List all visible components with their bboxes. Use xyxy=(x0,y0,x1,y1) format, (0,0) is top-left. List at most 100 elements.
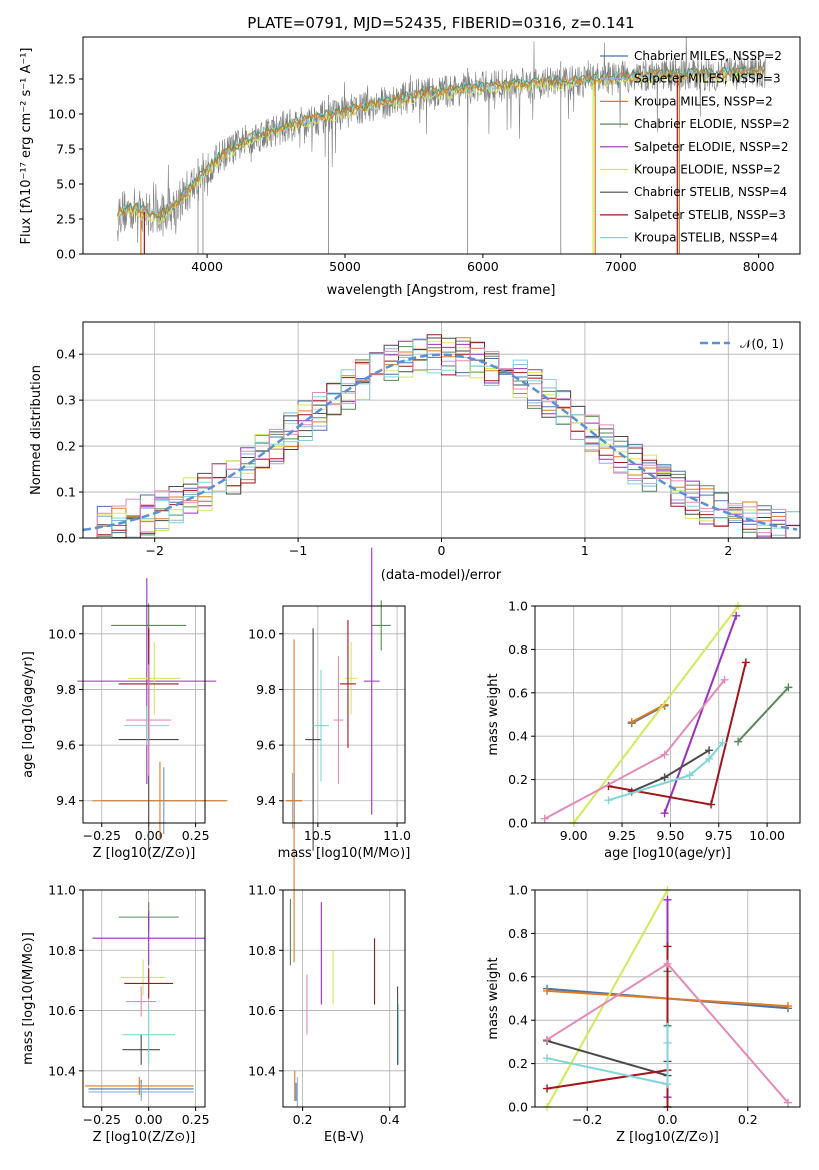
residuals-xtick-label: −1 xyxy=(289,543,307,558)
mass_vs_Z-xtick-label: 0.25 xyxy=(182,1112,210,1127)
mass-weight-line xyxy=(737,686,790,743)
residuals-xtick-label: 1 xyxy=(581,543,589,558)
mass-weight-marker xyxy=(660,809,669,818)
age_vs_mass-ytick-label: 10.0 xyxy=(248,626,276,641)
mass-weight-marker xyxy=(663,1080,672,1089)
mass-weight-marker xyxy=(660,773,669,782)
massweight_vs_age-xtick-label: 10.00 xyxy=(749,828,785,843)
massweight_vs_age-ytick-label: 0.8 xyxy=(508,642,528,657)
legend-label: Kroupa MILES, NSSP=2 xyxy=(634,94,773,108)
mass-weight-marker xyxy=(543,1084,552,1093)
spectrum-xtick-label: 6000 xyxy=(467,259,499,274)
massweight_vs_Z-ylabel: mass weight xyxy=(486,957,501,1039)
mass_vs_ebv-ytick-label: 11.0 xyxy=(248,883,276,898)
mass-weight-marker xyxy=(663,959,672,968)
spectrum-xtick-label: 7000 xyxy=(605,259,637,274)
mass-weight-marker xyxy=(543,1054,552,1063)
massweight_vs_age-ytick-label: 0.4 xyxy=(508,729,528,744)
mass_vs_Z-ytick-label: 10.4 xyxy=(48,1063,76,1078)
mass_vs_Z-ytick-label: 11.0 xyxy=(48,883,76,898)
spectrum-ytick-label: 2.5 xyxy=(56,212,76,227)
spectrum-ytick-label: 12.5 xyxy=(48,72,76,87)
mass_vs_ebv-ytick-label: 10.4 xyxy=(248,1063,276,1078)
age_vs_mass-xlabel: mass [log10(M/M⊙)] xyxy=(278,846,411,861)
massweight_vs_Z-xlabel: Z [log10(Z/Z⊙)] xyxy=(616,1130,719,1145)
normal-curve xyxy=(82,353,798,532)
mass_vs_Z-frame xyxy=(82,889,206,1108)
mass-weight-line xyxy=(546,889,669,1108)
plot-layer: 4000 5000 6000 7000 80000.02.55.07.510.012.5… xyxy=(19,36,801,1146)
mass_vs_ebv-ytick-label: 10.6 xyxy=(248,1003,276,1018)
residual-histogram xyxy=(83,334,800,539)
massweight_vs_age-xtick-label: 9.00 xyxy=(560,828,588,843)
spectrum-ytick-label: 0.0 xyxy=(56,247,76,262)
legend-label: Salpeter MILES, NSSP=3 xyxy=(634,72,781,86)
mass-weight-line xyxy=(663,615,738,814)
massweight_vs_age-xtick-label: 9.50 xyxy=(656,828,684,843)
age_vs_Z-xtick-label: −0.25 xyxy=(83,828,121,843)
mass-weight-line xyxy=(546,1026,669,1086)
massweight_vs_Z-ytick-label: 1.0 xyxy=(508,883,528,898)
legend-label: Chabrier ELODIE, NSSP=2 xyxy=(634,117,790,131)
mass_vs_Z-ylabel: mass [log10(M/M⊙)] xyxy=(21,932,36,1065)
spectrum-plot-area xyxy=(117,37,766,254)
residuals-ytick-label: 0.4 xyxy=(56,347,76,362)
age_vs_mass-ytick-label: 9.6 xyxy=(256,738,276,753)
legend-label: Kroupa STELIB, NSSP=4 xyxy=(634,231,778,245)
mass-weight-line xyxy=(544,679,726,820)
massweight_vs_age-panel: 9.00 9.25 9.50 9.75 10.00 0.0 0.2 0.4 0.6 0.8 1.0 a… xyxy=(486,599,801,861)
model-spectrum-line xyxy=(117,65,765,221)
mass-weight-marker xyxy=(540,814,549,823)
spectrum-ytick-label: 10.0 xyxy=(48,107,76,122)
mass-weight-marker xyxy=(705,746,714,755)
massweight_vs_Z-ytick-label: 0.8 xyxy=(508,926,528,941)
age_vs_mass-ytick-label: 9.4 xyxy=(256,793,276,808)
model-spectrum-line xyxy=(117,66,765,220)
residuals-ytick-label: 0.0 xyxy=(56,531,76,546)
mass-weight-marker xyxy=(720,675,729,684)
mass-weight-line xyxy=(631,703,666,723)
mass_vs_ebv-panel: 0.2 0.4 10.4 10.6 10.8 11.0 E(B-V) xyxy=(248,883,406,1145)
figure-title: PLATE=0791, MJD=52435, FIBERID=0316, z=0… xyxy=(247,14,634,32)
legend-label: Kroupa ELODIE, NSSP=2 xyxy=(634,163,781,177)
mass-weight-marker xyxy=(543,986,552,995)
massweight_vs_Z-frame xyxy=(534,889,801,1108)
massweight_vs_Z-panel: −0.2 0.0 0.2 0.0 0.2 0.4 0.6 0.8 1.0 Z [log10(Z/Z… xyxy=(486,883,801,1145)
legend-label: Chabrier MILES, NSSP=2 xyxy=(634,49,782,63)
spectrum-panel: 4000 5000 6000 7000 8000 0.0 2.5 5.0 7.5 10.0 12.5… xyxy=(19,36,801,298)
massweight_vs_Z-ytick-label: 0.0 xyxy=(508,1100,528,1115)
massweight_vs_age-xlabel: age [log10(age/yr)] xyxy=(604,846,731,861)
mass_vs_Z-xlabel: Z [log10(Z/Z⊙)] xyxy=(93,1130,196,1145)
mass-weight-marker xyxy=(734,737,743,746)
residuals-xtick-label: 2 xyxy=(724,543,732,558)
age_vs_Z-ytick-label: 9.8 xyxy=(56,682,76,697)
mass-weight-marker xyxy=(660,750,669,759)
massweight_vs_Z-xtick-label: 0.2 xyxy=(738,1112,758,1127)
mass-weight-line xyxy=(608,742,724,802)
mass-weight-marker xyxy=(663,942,672,951)
residuals-xtick-label: −2 xyxy=(145,543,163,558)
mass_vs_Z-ytick-label: 10.6 xyxy=(48,1003,76,1018)
massweight_vs_age-ytick-label: 0.2 xyxy=(508,772,528,787)
age_vs_Z-ytick-label: 10.0 xyxy=(48,626,76,641)
mass_vs_ebv-xlabel: E(B-V) xyxy=(324,1130,364,1145)
massweight_vs_Z-xtick-label: 0.0 xyxy=(658,1112,678,1127)
age_vs_Z-ytick-label: 9.6 xyxy=(56,738,76,753)
massweight_vs_Z-ytick-label: 0.4 xyxy=(508,1013,528,1028)
massweight_vs_Z-ytick-label: 0.2 xyxy=(508,1056,528,1071)
mass-weight-marker xyxy=(784,683,793,692)
mass_vs_ebv-frame xyxy=(282,889,406,1108)
mass-weight-marker xyxy=(663,895,672,904)
age_vs_Z-ylabel: age [log10(age/yr)] xyxy=(21,651,36,778)
legend-label: Chabrier STELIB, NSSP=4 xyxy=(634,185,787,199)
legend-label: 𝒩(0, 1) xyxy=(740,337,784,351)
spectrum-xtick-label: 5000 xyxy=(329,259,361,274)
mass-weight-marker xyxy=(663,1038,672,1047)
residuals-xtick-label: 0 xyxy=(438,543,446,558)
age_vs_mass-frame xyxy=(282,605,406,824)
mass_vs_Z-panel: −0.25 0.00 0.25 10.4 10.6 10.8 11.0 Z [log10(Z/… xyxy=(21,883,210,1146)
observed-spectrum-line xyxy=(117,37,766,244)
residuals-xlabel: (data-model)/error xyxy=(381,568,502,583)
mass-weight-marker xyxy=(604,796,613,805)
